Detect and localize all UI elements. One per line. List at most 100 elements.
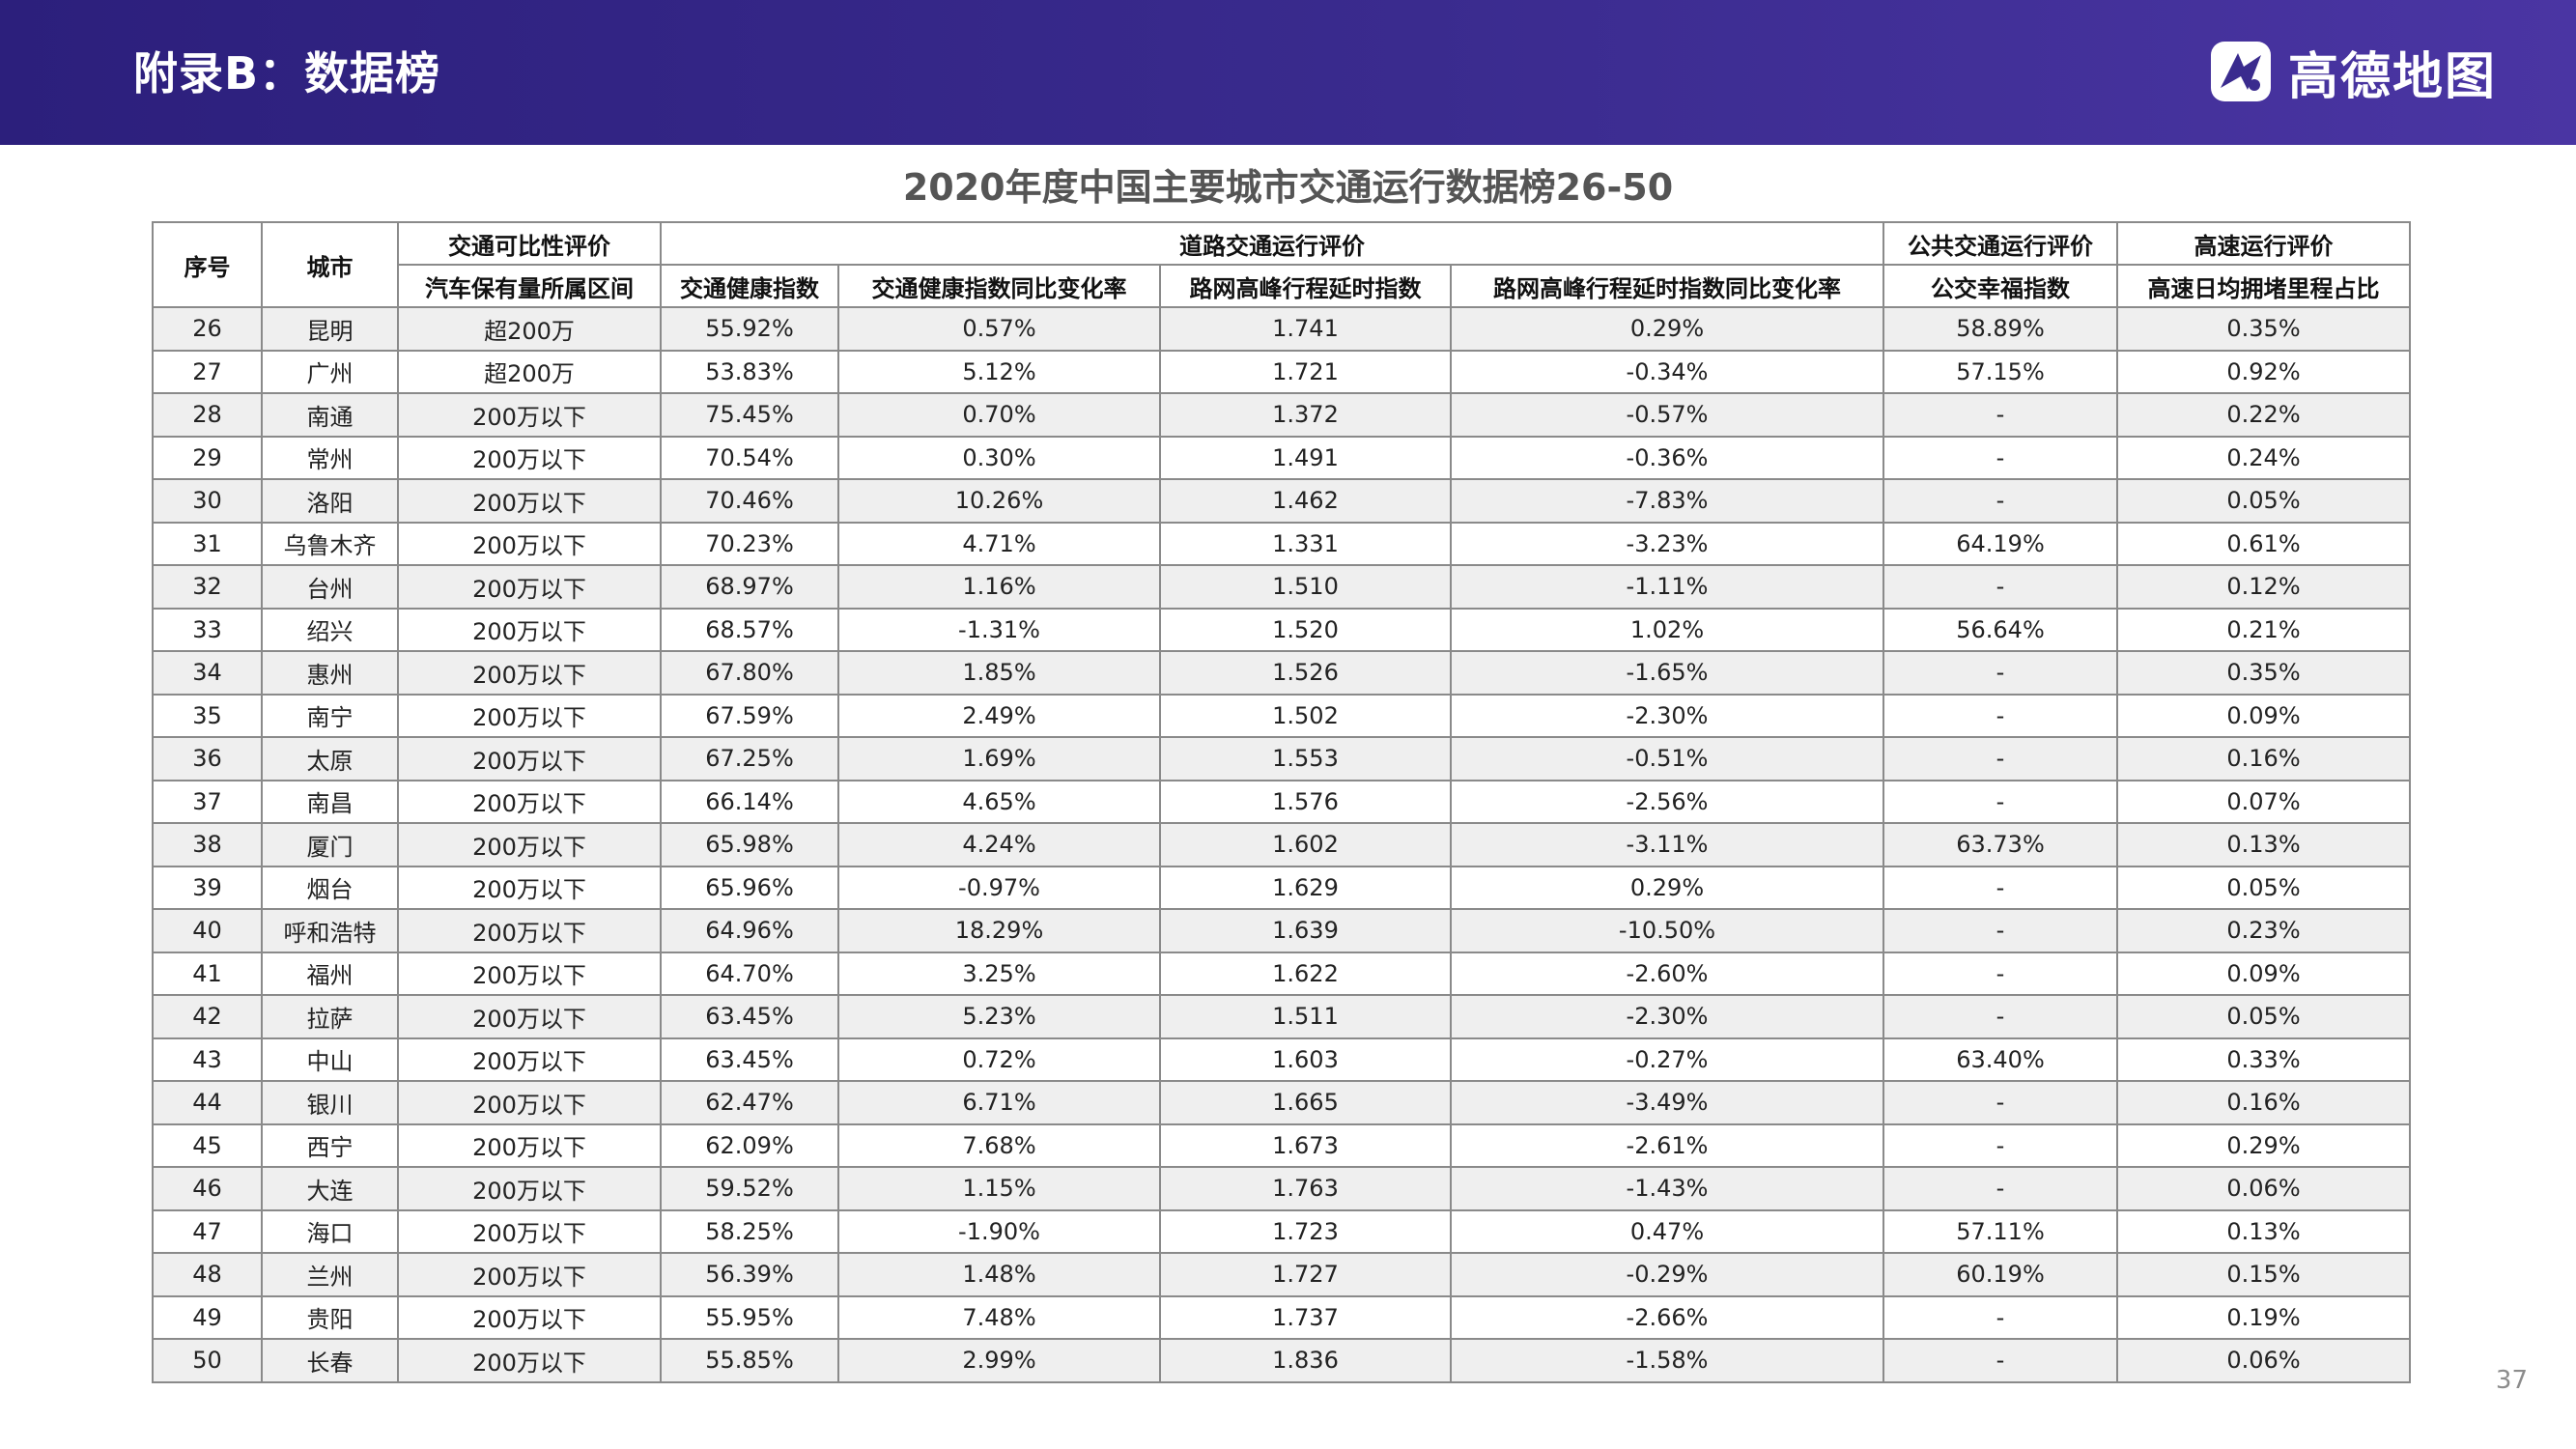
health-change-cell: 3.25% <box>837 951 1161 996</box>
car-ownership-cell: 200万以下 <box>397 392 662 438</box>
city-cell: 拉萨 <box>261 994 399 1039</box>
header-city: 城市 <box>261 221 399 308</box>
header-banner: 附录B：数据榜 高德地图 <box>0 0 2576 145</box>
rank-cell: 41 <box>152 951 263 996</box>
health-index-cell: 67.25% <box>660 736 839 781</box>
health-index-cell: 65.98% <box>660 822 839 867</box>
city-cell: 厦门 <box>261 822 399 867</box>
rank-cell: 35 <box>152 693 263 738</box>
amap-logo-icon <box>2210 42 2271 101</box>
transit-happiness-cell: - <box>1882 1122 2118 1168</box>
congestion-share-cell: 0.12% <box>2116 564 2411 610</box>
car-ownership-cell: 200万以下 <box>397 736 662 781</box>
health-change-cell: 5.12% <box>837 349 1161 394</box>
congestion-share-cell: 0.24% <box>2116 435 2411 480</box>
health-index-cell: 53.83% <box>660 349 839 394</box>
city-cell: 呼和浩特 <box>261 908 399 953</box>
congestion-share-cell: 0.16% <box>2116 1080 2411 1125</box>
congestion-share-cell: 0.23% <box>2116 908 2411 953</box>
table-row: 32 台州 200万以下 68.97% 1.16% 1.510 -1.11% -0.12% <box>152 564 2411 610</box>
delay-change-cell: -2.30% <box>1450 693 1884 738</box>
congestion-share-cell: 0.05% <box>2116 994 2411 1039</box>
congestion-share-cell: 0.16% <box>2116 736 2411 781</box>
car-ownership-cell: 200万以下 <box>397 908 662 953</box>
sub-header-row: 汽车保有量所属区间 交通健康指数 交通健康指数同比变化率 路网高峰行程延时指数 … <box>153 264 2411 308</box>
delay-index-cell: 1.673 <box>1159 1122 1452 1168</box>
delay-change-cell: -3.11% <box>1450 822 1884 867</box>
delay-index-cell: 1.629 <box>1159 865 1452 910</box>
table-row: 48 兰州 200万以下 56.39% 1.48% 1.727 -0.29% 60.19% 0.… <box>152 1252 2411 1297</box>
health-change-cell: 7.68% <box>837 1122 1161 1168</box>
health-index-cell: 65.96% <box>660 865 839 910</box>
delay-change-cell: -2.60% <box>1450 951 1884 996</box>
delay-change-cell: -10.50% <box>1450 908 1884 953</box>
delay-change-cell: 0.29% <box>1450 865 1884 910</box>
delay-change-cell: -0.27% <box>1450 1037 1884 1082</box>
delay-index-cell: 1.737 <box>1159 1294 1452 1340</box>
health-index-cell: 64.70% <box>660 951 839 996</box>
congestion-share-cell: 0.13% <box>2116 1208 2411 1254</box>
car-ownership-cell: 200万以下 <box>397 607 662 652</box>
car-ownership-cell: 200万以下 <box>397 1252 662 1297</box>
health-change-cell: 5.23% <box>837 994 1161 1039</box>
transit-happiness-cell: - <box>1882 1338 2118 1383</box>
health-change-cell: 1.48% <box>837 1252 1161 1297</box>
congestion-share-cell: 0.33% <box>2116 1037 2411 1082</box>
table-row: 29 常州 200万以下 70.54% 0.30% 1.491 -0.36% -0.24% <box>152 435 2411 480</box>
health-index-cell: 67.59% <box>660 693 839 738</box>
transit-happiness-cell: - <box>1882 1294 2118 1340</box>
health-change-cell: 1.15% <box>837 1166 1161 1211</box>
health-index-cell: 55.92% <box>660 306 839 352</box>
transit-happiness-cell: - <box>1882 650 2118 696</box>
health-change-cell: 1.85% <box>837 650 1161 696</box>
health-index-cell: 75.45% <box>660 392 839 438</box>
city-cell: 海口 <box>261 1208 399 1254</box>
delay-index-cell: 1.462 <box>1159 478 1452 524</box>
header-road: 道路交通运行评价 <box>660 221 1884 266</box>
city-cell: 银川 <box>261 1080 399 1125</box>
delay-change-cell: -1.43% <box>1450 1166 1884 1211</box>
health-index-cell: 68.97% <box>660 564 839 610</box>
congestion-share-cell: 0.06% <box>2116 1338 2411 1383</box>
congestion-share-cell: 0.13% <box>2116 822 2411 867</box>
transit-happiness-cell: - <box>1882 908 2118 953</box>
transit-happiness-cell: 64.19% <box>1882 521 2118 566</box>
car-ownership-cell: 超200万 <box>397 306 662 352</box>
health-change-cell: 2.99% <box>837 1338 1161 1383</box>
city-cell: 洛阳 <box>261 478 399 524</box>
health-change-cell: 18.29% <box>837 908 1161 953</box>
delay-change-cell: -2.61% <box>1450 1122 1884 1168</box>
city-cell: 大连 <box>261 1166 399 1211</box>
table-row: 49 贵阳 200万以下 55.95% 7.48% 1.737 -2.66% -0.19% <box>152 1294 2411 1340</box>
brand: 高德地图 <box>2209 35 2497 108</box>
header-rank: 序号 <box>152 221 263 308</box>
table-row: 36 太原 200万以下 67.25% 1.69% 1.553 -0.51% -0.16% <box>152 736 2411 781</box>
rank-cell: 44 <box>152 1080 263 1125</box>
delay-index-cell: 1.576 <box>1159 779 1452 824</box>
health-index-cell: 55.95% <box>660 1294 839 1340</box>
delay-index-cell: 1.602 <box>1159 822 1452 867</box>
table-row: 37 南昌 200万以下 66.14% 4.65% 1.576 -2.56% -0.07% <box>152 779 2411 824</box>
delay-change-cell: -1.65% <box>1450 650 1884 696</box>
health-index-cell: 70.54% <box>660 435 839 480</box>
car-ownership-cell: 200万以下 <box>397 564 662 610</box>
delay-change-cell: -1.58% <box>1450 1338 1884 1383</box>
page-title: 附录B：数据榜 <box>133 47 441 99</box>
table-row: 47 海口 200万以下 58.25% -1.90% 1.723 0.47% 57.11% 0.… <box>152 1208 2411 1254</box>
delay-change-cell: -3.49% <box>1450 1080 1884 1125</box>
health-index-cell: 64.96% <box>660 908 839 953</box>
transit-happiness-cell: - <box>1882 478 2118 524</box>
delay-change-cell: -2.30% <box>1450 994 1884 1039</box>
health-index-cell: 55.85% <box>660 1338 839 1383</box>
rank-cell: 42 <box>152 994 263 1039</box>
table-row: 28 南通 200万以下 75.45% 0.70% 1.372 -0.57% -0.22% <box>152 392 2411 438</box>
rank-cell: 43 <box>152 1037 263 1082</box>
delay-index-cell: 1.520 <box>1159 607 1452 652</box>
delay-index-cell: 1.665 <box>1159 1080 1452 1125</box>
health-change-cell: 4.65% <box>837 779 1161 824</box>
transit-happiness-cell: - <box>1882 865 2118 910</box>
city-cell: 中山 <box>261 1037 399 1082</box>
rank-cell: 27 <box>152 349 263 394</box>
table-row: 34 惠州 200万以下 67.80% 1.85% 1.526 -1.65% -0.35% <box>152 650 2411 696</box>
table-row: 46 大连 200万以下 59.52% 1.15% 1.763 -1.43% -0.06% <box>152 1166 2411 1211</box>
